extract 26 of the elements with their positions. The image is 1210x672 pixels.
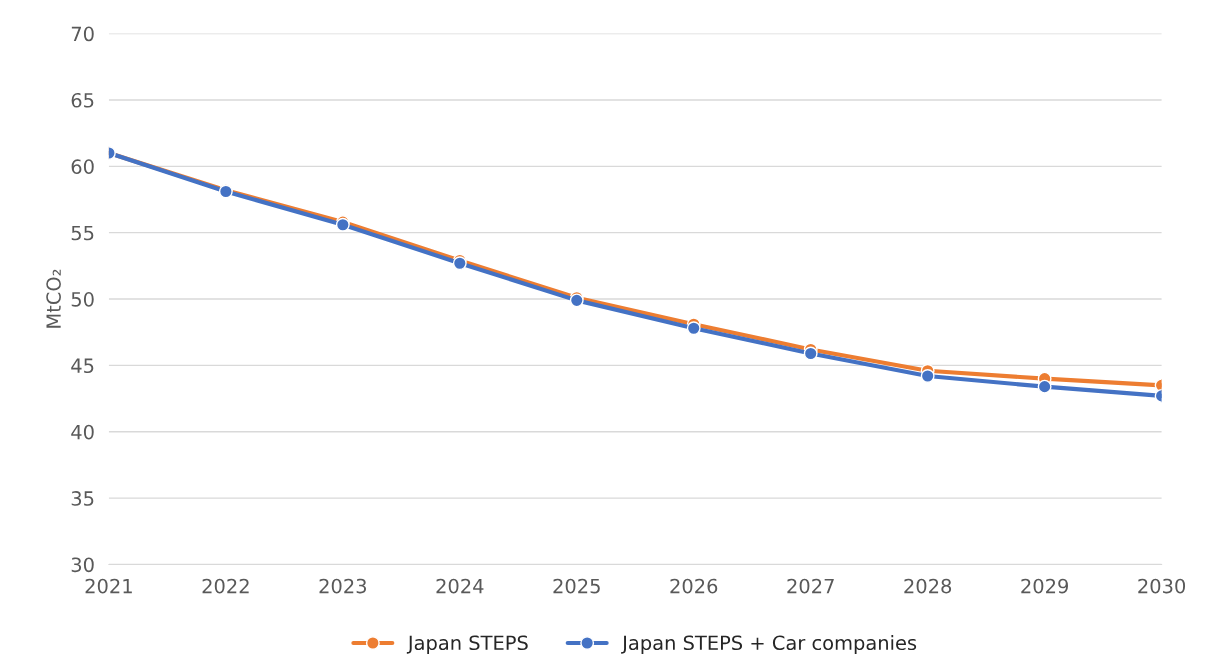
y-tick-label: 65 (71, 92, 94, 108)
y-tick-label: 55 (71, 225, 94, 241)
x-tick-label: 2021 (85, 578, 132, 594)
y-axis-title: MtCO₂ (46, 269, 61, 328)
x-tick-label: 2023 (319, 578, 367, 594)
legend-label: Japan STEPS (406, 635, 528, 654)
y-tick-label: 30 (71, 557, 94, 573)
x-tick-label: 2026 (670, 578, 718, 594)
x-tick-label: 2028 (904, 578, 952, 594)
y-tick-label: 70 (71, 26, 94, 42)
x-tick-label: 2027 (787, 578, 834, 594)
point (920, 369, 935, 383)
legend-label: Japan STEPS + Car companies (621, 635, 917, 654)
x-tick-label: 2029 (1021, 578, 1069, 594)
point (1037, 379, 1052, 394)
y-tick-label: 45 (71, 358, 94, 374)
y-tick-label: 60 (71, 159, 94, 174)
x-tick-label: 2030 (1138, 578, 1186, 594)
y-tick-label: 35 (71, 491, 94, 506)
y-tick-label: 50 (71, 292, 94, 307)
x-tick-label: 2025 (553, 578, 600, 594)
x-tick-label: 2022 (202, 578, 249, 594)
point (686, 321, 701, 336)
y-tick-label: 40 (71, 424, 94, 440)
point (803, 346, 818, 361)
x-tick-label: 2024 (436, 578, 484, 594)
